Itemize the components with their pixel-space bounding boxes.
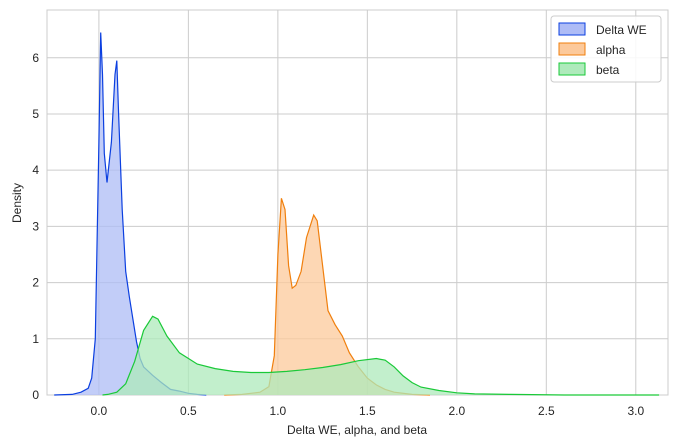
y-tick-label: 5 [32, 107, 39, 121]
legend-swatch [558, 22, 586, 36]
delta-we-density-area [54, 32, 207, 395]
legend-swatch [558, 42, 586, 56]
legend-label: Delta WE [596, 23, 647, 37]
x-axis-label: Delta WE, alpha, and beta [287, 423, 427, 437]
x-tick-label: 1.5 [359, 404, 376, 418]
y-tick-label: 2 [32, 276, 39, 290]
y-tick-label: 1 [32, 332, 39, 346]
x-tick-label: 0.0 [91, 404, 108, 418]
x-tick-label: 2.5 [538, 404, 555, 418]
x-tick-labels: 0.0 0.5 1.0 1.5 2.0 2.5 3.0 [91, 404, 645, 418]
x-tick-label: 2.0 [448, 404, 465, 418]
y-axis-label: Density [10, 183, 24, 223]
x-tick-label: 1.0 [270, 404, 287, 418]
y-tick-labels: 0 1 2 3 4 5 6 [32, 51, 39, 402]
legend-label: alpha [596, 43, 626, 57]
beta-density-area [102, 316, 660, 395]
y-tick-label: 3 [32, 219, 39, 233]
y-tick-label: 0 [32, 388, 39, 402]
y-tick-label: 6 [32, 51, 39, 65]
x-tick-label: 0.5 [180, 404, 197, 418]
beta-density-line [102, 315, 660, 396]
legend-label: beta [596, 63, 620, 77]
density-areas [54, 32, 660, 396]
x-tick-label: 3.0 [627, 404, 644, 418]
alpha-density-area [224, 198, 430, 395]
legend: Delta WE alpha beta [550, 15, 662, 83]
y-tick-label: 4 [32, 163, 39, 177]
legend-swatch [558, 62, 586, 76]
